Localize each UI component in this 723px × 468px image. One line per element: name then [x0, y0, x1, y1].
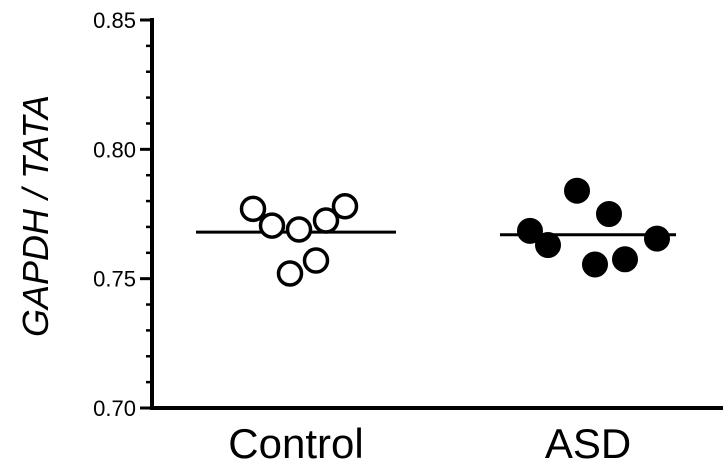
y-tick-label: 0.70 [93, 396, 136, 421]
asd-data-point [582, 251, 608, 278]
control-data-point [331, 192, 359, 220]
control-data-point [312, 207, 340, 234]
control-data-point [258, 212, 286, 239]
category-labels: Control ASD [228, 420, 631, 467]
control-data-point [276, 260, 304, 287]
asd-data-point [596, 201, 622, 227]
y-tick-label: 0.85 [93, 8, 136, 33]
data-points [239, 177, 670, 287]
control-data-point [302, 247, 330, 274]
asd-data-point [564, 177, 590, 204]
x-category-label: ASD [545, 420, 631, 467]
asd-data-point [612, 246, 638, 273]
asd-data-point [517, 217, 543, 244]
x-category-label: Control [228, 420, 363, 467]
asd-data-point [535, 232, 561, 259]
asd-data-point [644, 225, 670, 252]
y-ticks [140, 18, 152, 410]
control-data-point [239, 195, 267, 223]
y-tick-label: 0.75 [93, 267, 136, 292]
axes [150, 18, 723, 410]
y-tick-label: 0.80 [93, 137, 136, 162]
control-data-point [285, 216, 313, 243]
y-axis-title: GAPDH / TATA [15, 95, 56, 337]
y-tick-labels: 0.70 0.75 0.80 0.85 [93, 8, 136, 421]
